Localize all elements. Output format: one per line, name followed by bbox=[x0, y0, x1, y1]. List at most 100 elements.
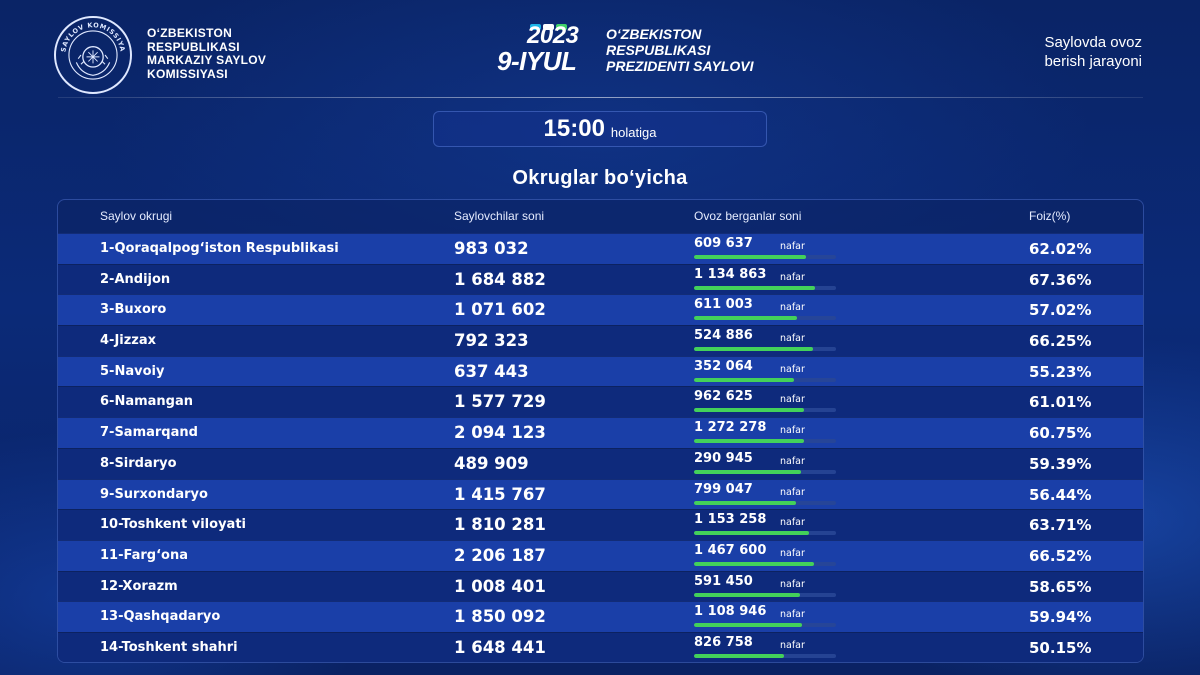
voters-count: 1 071 602 bbox=[454, 300, 546, 320]
voted-cell: 826 758 nafar bbox=[694, 635, 844, 661]
table-row: 10-Toshkent viloyati 1 810 281 1 153 258 na… bbox=[58, 509, 1143, 540]
voted-count: 352 064 bbox=[694, 358, 753, 374]
voted-unit: nafar bbox=[780, 486, 805, 498]
process-label-line: berish jarayoni bbox=[1044, 53, 1142, 70]
district-name: 4-Jizzax bbox=[100, 333, 157, 349]
table-row: 4-Jizzax 792 323 524 886 nafar 66.25% bbox=[58, 325, 1143, 356]
turnout-percent: 57.02% bbox=[1029, 301, 1092, 320]
voted-cell: 962 625 nafar bbox=[694, 389, 844, 415]
voted-cell: 1 272 278 nafar bbox=[694, 420, 844, 446]
turnout-percent: 59.39% bbox=[1029, 454, 1092, 473]
cec-title-line: KOMISSIYASI bbox=[147, 66, 228, 81]
turnout-percent: 67.36% bbox=[1029, 270, 1092, 289]
district-name: 13-Qashqadaryo bbox=[100, 609, 221, 625]
turnout-percent: 59.94% bbox=[1029, 608, 1092, 627]
turnout-progress-fill bbox=[694, 408, 805, 413]
section-title: Okruglar bo‘yicha bbox=[512, 167, 688, 189]
voters-count: 1 577 729 bbox=[454, 392, 546, 412]
process-label-line: Saylovda ovoz bbox=[1044, 34, 1142, 51]
turnout-progress-fill bbox=[694, 377, 794, 382]
voted-cell: 1 134 863 nafar bbox=[694, 267, 844, 293]
cec-title-line: RESPUBLIKASI bbox=[147, 39, 240, 54]
voters-count: 489 909 bbox=[454, 453, 529, 473]
header-percent: Foiz(%) bbox=[1029, 209, 1071, 223]
flag-stripe-icon bbox=[530, 24, 541, 30]
turnout-progress-bar bbox=[694, 408, 836, 413]
voted-count: 1 108 946 bbox=[694, 604, 767, 620]
voted-unit: nafar bbox=[780, 333, 805, 345]
cec-title-line: O‘ZBEKISTON bbox=[147, 26, 233, 40]
turnout-progress-bar bbox=[694, 561, 836, 566]
voted-unit: nafar bbox=[780, 639, 805, 651]
table-row: 12-Xorazm 1 008 401 591 450 nafar 58.65% bbox=[58, 570, 1143, 602]
flag-stripe-icon bbox=[556, 24, 567, 30]
voted-unit: nafar bbox=[780, 394, 805, 406]
header-voters: Saylovchilar soni bbox=[454, 209, 545, 223]
voted-count: 826 758 bbox=[694, 634, 753, 650]
turnout-percent: 61.01% bbox=[1029, 393, 1092, 412]
turnout-percent: 58.65% bbox=[1029, 577, 1092, 596]
turnout-percent: 63.71% bbox=[1029, 516, 1092, 535]
district-name: 1-Qoraqalpog‘iston Respublikasi bbox=[100, 241, 339, 256]
table-row: 5-Navoiy 637 443 352 064 nafar 55.23% bbox=[58, 355, 1143, 387]
voted-count: 611 003 bbox=[694, 297, 753, 313]
turnout-percent: 55.23% bbox=[1029, 362, 1092, 381]
voted-cell: 352 064 nafar bbox=[694, 359, 844, 385]
turnout-progress-fill bbox=[694, 439, 804, 444]
voted-cell: 1 108 946 nafar bbox=[694, 604, 844, 630]
district-name: 10-Toshkent viloyati bbox=[100, 517, 246, 533]
voted-count: 1 467 600 bbox=[694, 542, 767, 558]
table-header: Saylov okrugi Saylovchilar soni Ovoz ber… bbox=[58, 200, 1143, 233]
turnout-progress-fill bbox=[694, 316, 797, 321]
voted-unit: nafar bbox=[780, 517, 805, 529]
turnout-progress-bar bbox=[694, 347, 836, 352]
election-date: 9-IYUL bbox=[497, 46, 577, 76]
voted-unit: nafar bbox=[780, 578, 805, 590]
district-name: 8-Sirdaryo bbox=[100, 455, 177, 471]
voted-cell: 609 637 nafar bbox=[694, 236, 844, 262]
turnout-progress-bar bbox=[694, 469, 836, 474]
time-suffix: holatiga bbox=[610, 124, 657, 140]
voted-cell: 1 467 600 nafar bbox=[694, 543, 844, 569]
voted-cell: 799 047 nafar bbox=[694, 482, 844, 508]
voted-count: 1 134 863 bbox=[694, 266, 767, 282]
turnout-progress-fill bbox=[694, 653, 785, 658]
turnout-percent: 60.75% bbox=[1029, 424, 1092, 443]
turnout-progress-fill bbox=[694, 285, 816, 290]
header-voted: Ovoz berganlar soni bbox=[694, 209, 802, 223]
cec-title-line: MARKAZIY SAYLOV bbox=[147, 53, 267, 67]
header-divider bbox=[58, 97, 1143, 98]
voted-cell: 591 450 nafar bbox=[694, 574, 844, 600]
voters-count: 1 810 281 bbox=[454, 515, 546, 535]
table-row: 14-Toshkent shahri 1 648 441 826 758 nafar 5… bbox=[58, 631, 1143, 662]
voters-count: 1 684 882 bbox=[454, 269, 546, 289]
voters-count: 2 206 187 bbox=[454, 545, 546, 565]
table-row: 9-Surxondaryo 1 415 767 799 047 nafar 56.44% bbox=[58, 478, 1143, 510]
table-row: 8-Sirdaryo 489 909 290 945 nafar 59.39% bbox=[58, 447, 1143, 479]
time-status-box: 15:00 holatiga bbox=[433, 111, 767, 147]
cec-emblem-logo: SAYLOV KOMISSIYASI bbox=[53, 12, 132, 94]
district-name: 14-Toshkent shahri bbox=[100, 639, 238, 655]
voted-unit: nafar bbox=[780, 455, 805, 467]
voters-count: 2 094 123 bbox=[454, 423, 546, 443]
turnout-progress-bar bbox=[694, 623, 836, 628]
voted-count: 290 945 bbox=[694, 450, 753, 466]
table-row: 11-Farg‘ona 2 206 187 1 467 600 nafar 66.52% bbox=[58, 539, 1143, 571]
turnout-progress-bar bbox=[694, 439, 836, 444]
turnout-progress-bar bbox=[694, 500, 836, 505]
table-row: 1-Qoraqalpog‘iston Respublikasi 983 032 60… bbox=[58, 233, 1143, 264]
turnout-progress-bar bbox=[694, 531, 836, 536]
voted-unit: nafar bbox=[780, 271, 805, 283]
voted-unit: nafar bbox=[780, 302, 805, 314]
voters-count: 1 008 401 bbox=[454, 576, 546, 596]
table-row: 13-Qashqadaryo 1 850 092 1 108 946 nafar 59.… bbox=[58, 601, 1143, 632]
district-name: 6-Namangan bbox=[100, 394, 193, 410]
turnout-progress-bar bbox=[694, 653, 836, 658]
table-row: 6-Namangan 1 577 729 962 625 nafar 61.01% bbox=[58, 386, 1143, 418]
turnout-progress-fill bbox=[694, 623, 803, 628]
turnout-percent: 66.52% bbox=[1029, 546, 1092, 565]
turnout-progress-fill bbox=[694, 469, 802, 474]
election-title-line: PREZIDENTI SAYLOVI bbox=[606, 58, 754, 74]
district-name: 7-Samarqand bbox=[100, 425, 198, 441]
turnout-percent: 50.15% bbox=[1029, 638, 1092, 657]
